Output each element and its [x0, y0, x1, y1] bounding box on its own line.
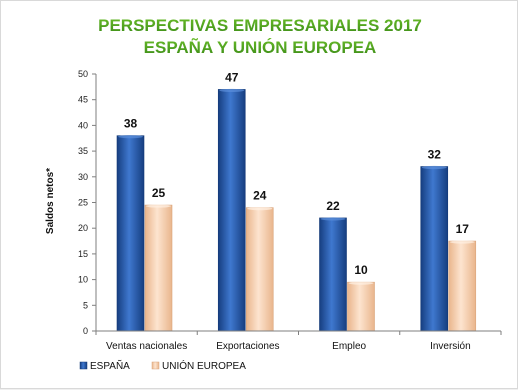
bar-union-europea: [347, 281, 375, 332]
y-tick-label: 45: [78, 95, 88, 105]
bar-highlight: [320, 217, 346, 221]
category-label: Exportaciones: [216, 341, 279, 352]
category-labels: Ventas nacionales Exportaciones Empleo Inve…: [106, 341, 471, 352]
data-label-espana: 22: [326, 199, 340, 213]
bars: [95, 88, 502, 335]
bar-highlight: [219, 88, 245, 93]
data-label-union-europea: 24: [253, 189, 267, 203]
category-label: Empleo: [332, 341, 366, 352]
bar-highlight: [146, 204, 171, 208]
legend-label-espana: ESPAÑA: [90, 359, 130, 372]
y-axis-ticks: 0 5 10 15 20 25 30 35 40 45 50: [78, 69, 96, 336]
bar-union-europea: [144, 204, 173, 332]
bar-espana: [420, 166, 449, 332]
bar-union-europea: [448, 240, 477, 332]
bar-highlight: [348, 281, 374, 285]
data-labels: 38 25 47 24 22 10 32 17: [124, 70, 469, 277]
y-tick-label: 0: [83, 326, 88, 336]
bar-highlight: [118, 135, 143, 139]
y-tick-label: 15: [78, 249, 88, 259]
category-label: Inversión: [430, 341, 471, 352]
y-tick-label: 10: [78, 275, 88, 285]
data-label-union-europea: 25: [152, 186, 166, 200]
bar-union-europea: [245, 207, 274, 332]
y-tick-label: 30: [78, 172, 88, 182]
data-label-union-europea: 17: [456, 222, 470, 236]
y-tick-label: 25: [78, 198, 88, 208]
y-axis-label: Saldos netos*: [45, 168, 56, 234]
data-label-espana: 32: [428, 148, 442, 162]
y-tick-label: 5: [83, 300, 88, 310]
y-tick-label: 40: [78, 120, 88, 130]
bar-espana: [319, 217, 347, 332]
category-label: Ventas nacionales: [106, 341, 187, 352]
bar-highlight: [247, 207, 273, 211]
data-label-union-europea: 10: [354, 263, 368, 277]
bar-espana: [217, 89, 246, 332]
y-tick-label: 50: [78, 69, 88, 79]
legend: ESPAÑA UNIÓN EUROPEA: [79, 359, 246, 372]
legend-swatch-union-europea: [151, 361, 160, 370]
data-label-espana: 47: [225, 70, 239, 84]
chart-subtitle: ESPAÑA Y UNIÓN EUROPEA: [144, 37, 377, 57]
y-tick-label: 35: [78, 146, 88, 156]
chart-title: PERSPECTIVAS EMPRESARIALES 2017: [98, 16, 422, 35]
legend-label-union-europea: UNIÓN EUROPEA: [162, 359, 246, 372]
legend-swatch-espana: [79, 361, 88, 370]
bar-highlight: [421, 165, 447, 170]
y-tick-label: 20: [78, 223, 88, 233]
data-label-espana: 38: [124, 117, 138, 131]
bar-espana: [116, 135, 145, 332]
bar-highlight: [449, 240, 475, 244]
